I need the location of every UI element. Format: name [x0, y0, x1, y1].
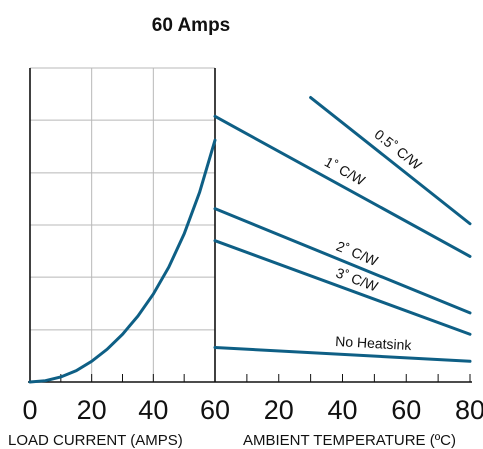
- right-x-axis-title: AMBIENT TEMPERATURE (ºC): [243, 432, 456, 449]
- x-tick-label: 40: [138, 395, 168, 425]
- chart-title: 60 Amps: [152, 15, 231, 36]
- derating-line: [309, 96, 472, 226]
- gridlines: [30, 67, 215, 382]
- x-tick-label: 80: [455, 395, 483, 425]
- labels: 0 20 40 60 20 40 60 800.5˚ C/W1˚ C/W2˚ C/W3˚ C/…: [22, 126, 483, 425]
- derating-line: [213, 345, 472, 363]
- series-label: 3˚ C/W: [334, 264, 381, 294]
- derating-line: [213, 239, 472, 336]
- derating-line: [213, 114, 472, 258]
- series-label: 1˚ C/W: [322, 154, 369, 189]
- x-tick-label: 20: [264, 395, 294, 425]
- load-current-curve: [28, 138, 217, 384]
- series: [28, 96, 472, 384]
- x-tick-label: 0: [22, 395, 37, 425]
- derating-line: [213, 207, 472, 315]
- x-tick-label: 60: [391, 395, 421, 425]
- series-label: No Heatsink: [335, 333, 413, 353]
- left-x-axis-title: LOAD CURRENT (AMPS): [8, 432, 183, 449]
- x-tick-label: 60: [200, 395, 230, 425]
- x-tick-label: 40: [327, 395, 357, 425]
- x-tick-label: 20: [77, 395, 107, 425]
- axes: [28, 68, 472, 383]
